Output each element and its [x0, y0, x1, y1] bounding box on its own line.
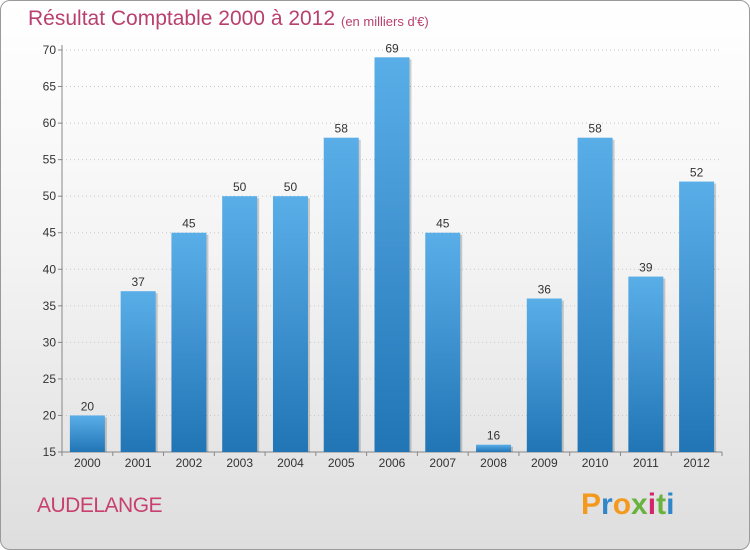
x-tick-label: 2003 [226, 456, 253, 470]
bar-2009 [526, 298, 562, 452]
data-label: 45 [436, 217, 450, 231]
y-tick-label: 25 [43, 372, 57, 386]
x-tick-label: 2001 [125, 456, 152, 470]
logo-letter: i [666, 488, 675, 521]
x-tick-label: 2004 [277, 456, 304, 470]
bar-2012 [679, 181, 715, 452]
bar-2005 [323, 137, 359, 452]
bar-2011 [628, 276, 664, 452]
bar-2000 [69, 415, 105, 452]
data-label: 36 [538, 283, 552, 297]
logo-letter: t [656, 488, 667, 521]
x-tick-label: 2005 [328, 456, 355, 470]
data-label: 20 [81, 399, 95, 413]
logo-letter: o [612, 488, 632, 521]
data-label: 58 [588, 122, 602, 136]
y-tick-label: 15 [43, 445, 57, 459]
logo-letter: r [601, 488, 613, 521]
proxiti-logo: Proxiti [581, 488, 674, 522]
y-tick-label: 60 [43, 116, 57, 130]
data-labels: 20 2000 37 2001 45 2002 50 2003 50 2004 58 2005 69 20… [74, 41, 710, 470]
logo-letter: P [581, 488, 602, 521]
y-tick-label: 40 [43, 262, 57, 276]
data-label: 69 [385, 41, 399, 55]
chart-title: Résultat Comptable 2000 à 2012 [28, 7, 336, 30]
bar-2007 [425, 232, 461, 452]
y-tick-label: 20 [43, 408, 57, 422]
x-tick-label: 2007 [429, 456, 456, 470]
data-label: 37 [131, 275, 145, 289]
data-label: 45 [182, 217, 196, 231]
bar-2010 [577, 137, 613, 452]
x-tick-label: 2010 [582, 456, 609, 470]
x-tick-label: 2009 [531, 456, 558, 470]
data-label: 58 [335, 122, 349, 136]
bar-2002 [171, 232, 207, 452]
commune-name: AUDELANGE [37, 494, 163, 517]
bar-2003 [222, 196, 258, 452]
bar-2004 [272, 196, 308, 452]
y-tick-label: 70 [43, 43, 57, 57]
x-tick-label: 2011 [633, 456, 659, 470]
bar-2006 [374, 57, 410, 453]
x-tick-label: 2006 [379, 456, 406, 470]
data-label: 50 [233, 180, 247, 194]
chart-subtitle: (en milliers d'€) [341, 14, 429, 29]
data-label: 39 [639, 261, 653, 275]
y-tick-label: 45 [43, 226, 57, 240]
data-label: 16 [487, 429, 501, 443]
bar-2008 [476, 444, 512, 452]
y-tick-label: 30 [43, 335, 57, 349]
x-tick-label: 2012 [683, 456, 710, 470]
data-label: 52 [690, 166, 704, 180]
bar-2001 [120, 291, 156, 452]
y-tick-label: 50 [43, 189, 57, 203]
x-tick-label: 2008 [480, 456, 507, 470]
logo-letter: x [631, 488, 648, 521]
y-tick-label: 55 [43, 153, 57, 167]
y-tick-label: 35 [43, 299, 57, 313]
y-tick-label: 65 [43, 80, 57, 94]
data-label: 50 [284, 180, 298, 194]
bars [69, 57, 717, 453]
logo-letter: i [647, 488, 657, 521]
x-tick-label: 2000 [74, 456, 101, 470]
x-tick-label: 2002 [176, 456, 203, 470]
